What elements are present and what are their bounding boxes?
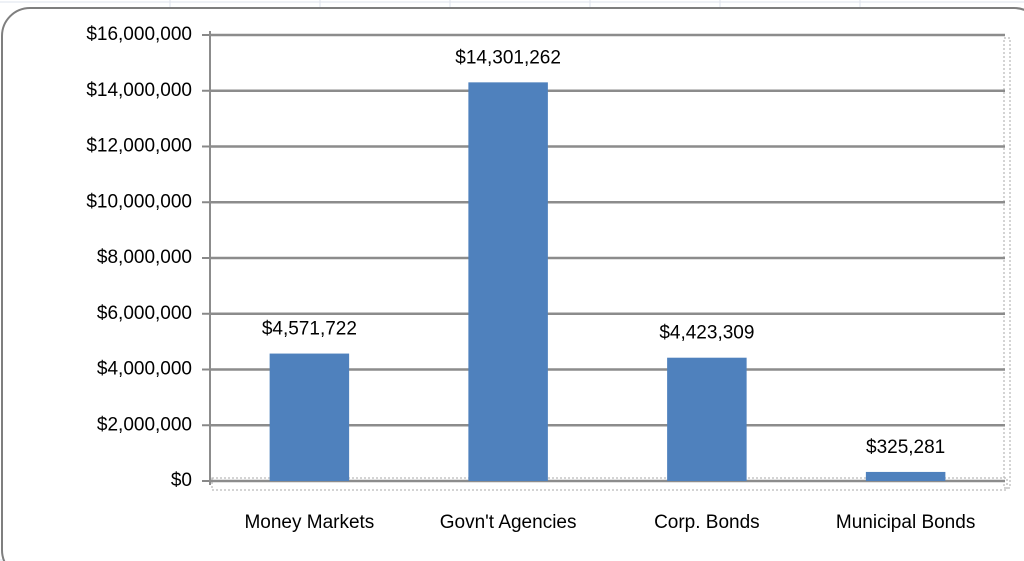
y-tick-label: $12,000,000 [86,136,192,157]
bar [667,357,747,481]
data-label: $14,301,262 [455,47,561,68]
x-tick-label: Corp. Bonds [654,512,760,533]
floor [211,477,1008,491]
data-label: $325,281 [866,437,945,458]
y-tick-label: $8,000,000 [97,247,192,268]
y-tick-label: $16,000,000 [86,24,192,45]
bar [269,353,350,481]
bar [865,471,946,481]
y-tick-label: $0 [171,470,192,491]
y-tick-label: $14,000,000 [86,80,192,101]
y-tick-label: $6,000,000 [97,303,192,324]
y-tick-label: $2,000,000 [97,414,192,435]
bar [468,82,548,481]
y-tick-label: $4,000,000 [97,359,192,380]
x-tick-label: Municipal Bonds [836,512,975,533]
y-tick-label: $10,000,000 [86,191,192,212]
x-tick-label: Govn't Agencies [440,512,577,533]
data-label: $4,571,722 [262,319,357,340]
data-label: $4,423,309 [659,323,754,344]
x-tick-label: Money Markets [244,512,374,533]
